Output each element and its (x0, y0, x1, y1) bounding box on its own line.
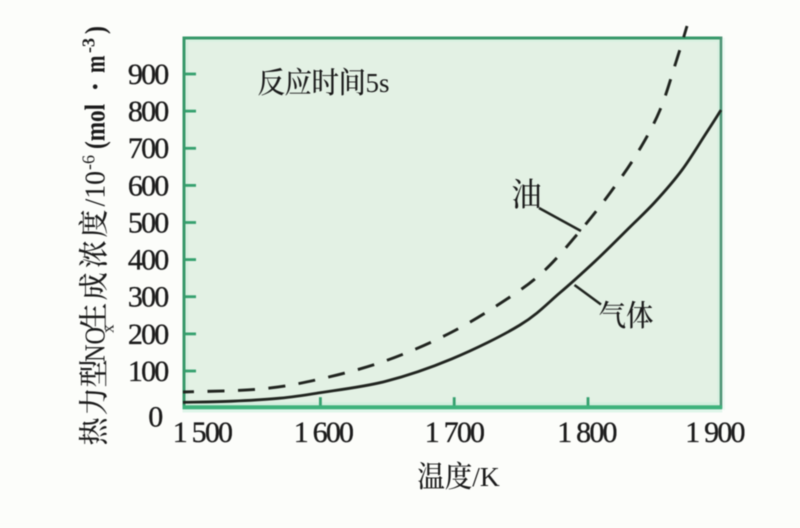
svg-text:900: 900 (128, 58, 168, 91)
svg-text:800: 800 (128, 95, 168, 128)
svg-text:/K: /K (472, 461, 500, 492)
svg-text:700: 700 (128, 132, 168, 165)
svg-text:500: 500 (128, 206, 168, 239)
svg-text:400: 400 (128, 244, 168, 277)
svg-text:0: 0 (148, 401, 162, 434)
svg-text:m: m (80, 56, 112, 74)
svg-text:1 700: 1 700 (425, 416, 484, 449)
svg-text:1 500: 1 500 (173, 416, 232, 449)
svg-text:-6: -6 (79, 155, 99, 170)
svg-text:200: 200 (128, 318, 168, 351)
svg-text:-3: -3 (79, 38, 99, 53)
svg-text:300: 300 (128, 281, 168, 314)
svg-text:1 800: 1 800 (557, 416, 616, 449)
svg-text:1 900: 1 900 (685, 416, 744, 449)
svg-text:100: 100 (128, 355, 168, 388)
svg-text:): ) (80, 26, 112, 34)
svg-text:5s: 5s (366, 68, 390, 98)
svg-text:/10: /10 (80, 171, 112, 207)
svg-text:·: · (80, 82, 112, 92)
svg-text:1 600: 1 600 (294, 416, 353, 449)
svg-text:NO: NO (80, 327, 112, 362)
svg-text:x: x (99, 324, 118, 333)
svg-text:600: 600 (128, 169, 168, 202)
svg-text:(mol: (mol (80, 104, 112, 149)
